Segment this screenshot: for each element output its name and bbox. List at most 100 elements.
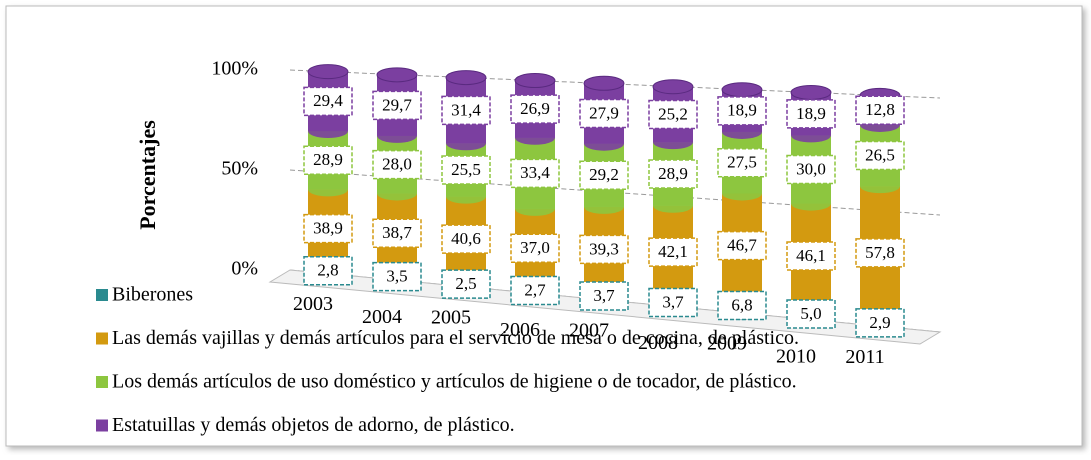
value-label: 38,7	[382, 223, 412, 242]
value-label: 26,9	[520, 99, 550, 118]
value-label-box	[303, 86, 353, 117]
value-label-box	[372, 218, 422, 248]
value-label-box	[441, 224, 491, 254]
cylinder-top	[583, 75, 625, 91]
value-label: 42,1	[658, 242, 688, 261]
value-label: 2,7	[524, 280, 546, 299]
value-label-box	[855, 308, 905, 338]
y-axis-label: Porcentajes	[135, 120, 160, 230]
value-label: 2,9	[869, 313, 890, 332]
value-label-box	[303, 213, 353, 244]
value-label: 28,9	[313, 150, 343, 169]
legend-label: Estatuillas y demás objetos de adorno, d…	[112, 414, 515, 436]
value-label: 25,5	[451, 160, 481, 179]
value-label: 18,9	[727, 101, 757, 120]
value-label-box	[579, 281, 629, 311]
legend-label: Las demás vajillas y demás artículos par…	[112, 327, 799, 349]
value-label-box	[579, 234, 629, 265]
value-label-box	[441, 155, 491, 185]
value-label-box	[510, 233, 560, 264]
value-label-box	[717, 290, 767, 321]
value-label-box	[855, 238, 905, 268]
y-tick-label: 0%	[231, 258, 258, 280]
y-tick-label: 100%	[211, 58, 258, 80]
cylinder-top	[307, 64, 349, 80]
value-label: 29,4	[313, 91, 343, 110]
value-label: 6,8	[731, 295, 752, 314]
value-label: 3,5	[386, 267, 407, 286]
value-label-box	[855, 140, 905, 171]
value-label-box	[786, 299, 836, 329]
value-label: 46,1	[796, 246, 826, 265]
value-label-box	[855, 95, 905, 125]
value-label: 31,4	[451, 100, 481, 119]
value-label-box	[441, 269, 491, 299]
value-label: 29,7	[382, 95, 412, 114]
value-label: 28,0	[382, 155, 412, 174]
value-label: 38,9	[313, 219, 343, 238]
value-label: 27,5	[727, 153, 757, 172]
value-label-box	[510, 275, 560, 306]
cylinder-top	[721, 82, 763, 98]
value-label: 57,8	[865, 243, 895, 262]
x-tick-label: 2004	[362, 306, 402, 328]
value-label: 5,0	[800, 304, 821, 323]
value-label-box	[372, 90, 422, 121]
value-label-box	[786, 241, 836, 271]
value-label-box	[303, 145, 353, 175]
y-tick-label: 50%	[221, 158, 258, 180]
value-label: 2,8	[317, 261, 338, 280]
value-label: 3,7	[593, 286, 615, 305]
x-tick-label: 2005	[431, 306, 471, 328]
value-label-box	[717, 96, 767, 126]
value-label: 25,2	[658, 104, 688, 123]
cylinder-top	[652, 79, 694, 95]
cylinder-top	[514, 73, 556, 89]
x-tick-label: 2008	[638, 332, 678, 354]
legend-swatch	[96, 289, 108, 301]
value-label: 33,4	[520, 163, 550, 182]
value-label-box	[786, 99, 836, 129]
value-label: 12,8	[865, 100, 895, 119]
value-label-box	[579, 98, 629, 129]
x-tick-label: 2009	[707, 333, 747, 355]
legend-swatch	[96, 376, 108, 388]
legend-swatch	[96, 332, 108, 345]
value-label-box	[648, 99, 698, 130]
value-label: 37,0	[520, 238, 550, 257]
value-label-box	[441, 95, 491, 126]
cylinder-top	[376, 67, 418, 83]
x-tick-label: 2011	[845, 346, 884, 368]
value-label-box	[510, 158, 560, 189]
legend-swatch	[96, 419, 108, 432]
value-label-box	[648, 237, 698, 267]
value-label-box	[303, 256, 353, 286]
x-tick-label: 2006	[500, 319, 540, 341]
value-label-box	[372, 261, 422, 292]
cylinder-top	[445, 70, 487, 86]
value-label: 40,6	[451, 229, 481, 248]
value-label: 46,7	[727, 236, 757, 255]
cylinder-top	[790, 84, 832, 100]
value-label: 29,2	[589, 165, 619, 184]
value-label-box	[648, 287, 698, 318]
value-label-box	[510, 94, 560, 124]
value-label: 27,9	[589, 103, 619, 122]
legend-label: Biberones	[112, 284, 193, 306]
x-tick-label: 2010	[776, 345, 816, 367]
value-label: 3,7	[662, 292, 684, 311]
value-label: 28,9	[658, 164, 688, 183]
legend-label: Los demás artículos de uso doméstico y a…	[112, 371, 797, 393]
value-label-box	[648, 159, 698, 189]
value-label: 39,3	[589, 239, 619, 258]
value-label: 30,0	[796, 159, 826, 178]
value-label: 26,5	[865, 145, 895, 164]
x-tick-label: 2003	[293, 293, 333, 315]
value-label-box	[372, 149, 422, 180]
x-tick-label: 2007	[569, 320, 609, 342]
value-label-box	[579, 160, 629, 191]
value-label: 2,5	[455, 274, 476, 293]
value-label-box	[717, 147, 767, 178]
value-label-box	[717, 230, 767, 261]
value-label-box	[786, 154, 836, 185]
